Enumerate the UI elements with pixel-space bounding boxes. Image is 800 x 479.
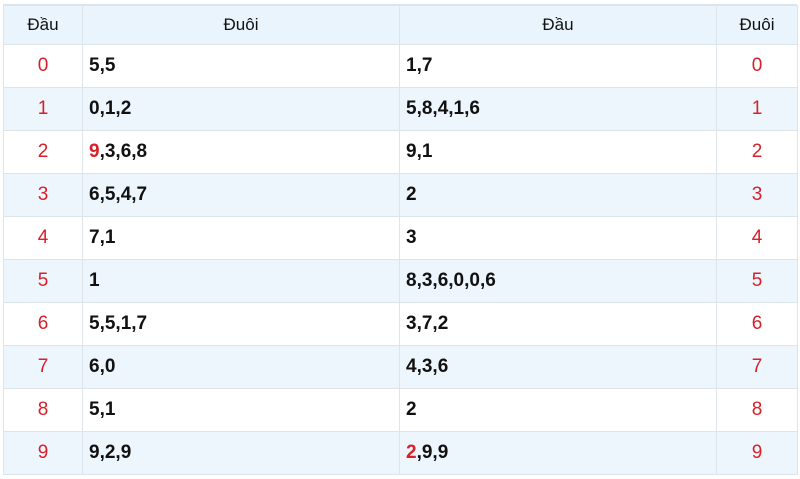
dau-values: 2 <box>399 388 717 432</box>
table-row: 2 9,3,6,8 9,1 2 <box>3 130 798 174</box>
head-digit: 0 <box>3 44 83 88</box>
duoi-values: 5,5,1,7 <box>82 302 400 346</box>
digit-list: 3 <box>406 227 417 248</box>
digit-list: 2 <box>406 184 417 205</box>
head-digit: 1 <box>3 87 83 131</box>
header-duoi-right: Đuôi <box>716 5 798 45</box>
loto-table-container: Đầu Đuôi Đầu Đuôi 0 5,5 1,7 0 1 0,1,2 5,8,4,1,… <box>3 4 798 475</box>
duoi-values: 9,2,9 <box>82 431 400 475</box>
digit-list: 4,3,6 <box>406 356 449 377</box>
digit-list: 2 <box>406 399 417 420</box>
digit-list: 3,7,2 <box>406 313 449 334</box>
digit-list: 1,7 <box>406 55 433 76</box>
head-digit: 9 <box>3 431 83 475</box>
tail-digit: 3 <box>716 173 798 217</box>
dau-values: 4,3,6 <box>399 345 717 389</box>
digit-list: 1 <box>89 270 100 291</box>
head-digit: 5 <box>3 259 83 303</box>
highlighted-digit: 9 <box>89 141 100 162</box>
dau-values: 1,7 <box>399 44 717 88</box>
dau-values: 3,7,2 <box>399 302 717 346</box>
digit-list: 5,8,4,1,6 <box>406 98 480 119</box>
digit-list: 7,1 <box>89 227 116 248</box>
head-digit: 2 <box>3 130 83 174</box>
tail-digit: 7 <box>716 345 798 389</box>
digit-list: 6,5,4,7 <box>89 184 148 205</box>
digit-list: 5,5,1,7 <box>89 313 148 334</box>
loto-head-tail-table: Đầu Đuôi Đầu Đuôi 0 5,5 1,7 0 1 0,1,2 5,8,4,1,… <box>3 5 798 475</box>
tail-digit: 9 <box>716 431 798 475</box>
tail-digit: 8 <box>716 388 798 432</box>
duoi-values: 7,1 <box>82 216 400 260</box>
table-row: 5 1 8,3,6,0,0,6 5 <box>3 259 798 303</box>
table-row: 7 6,0 4,3,6 7 <box>3 345 798 389</box>
tail-digit: 4 <box>716 216 798 260</box>
tail-digit: 1 <box>716 87 798 131</box>
dau-values: 3 <box>399 216 717 260</box>
digit-list: ,3,6,8 <box>99 141 148 162</box>
dau-values: 5,8,4,1,6 <box>399 87 717 131</box>
digit-list: 6,0 <box>89 356 116 377</box>
digit-list: 9,1 <box>406 141 433 162</box>
table-row: 6 5,5,1,7 3,7,2 6 <box>3 302 798 346</box>
table-row: 1 0,1,2 5,8,4,1,6 1 <box>3 87 798 131</box>
duoi-values: 5,1 <box>82 388 400 432</box>
digit-list: ,9,9 <box>416 442 449 463</box>
digit-list: 0,1,2 <box>89 98 132 119</box>
digit-list: 8,3,6,0,0,6 <box>406 270 496 291</box>
table-row: 8 5,1 2 8 <box>3 388 798 432</box>
dau-values: 9,1 <box>399 130 717 174</box>
duoi-values: 9,3,6,8 <box>82 130 400 174</box>
dau-values: 2,9,9 <box>399 431 717 475</box>
duoi-values: 6,0 <box>82 345 400 389</box>
table-row: 9 9,2,9 2,9,9 9 <box>3 431 798 475</box>
digit-list: 5,1 <box>89 399 116 420</box>
table-row: 0 5,5 1,7 0 <box>3 44 798 88</box>
head-digit: 3 <box>3 173 83 217</box>
tail-digit: 6 <box>716 302 798 346</box>
duoi-values: 0,1,2 <box>82 87 400 131</box>
head-digit: 8 <box>3 388 83 432</box>
duoi-values: 5,5 <box>82 44 400 88</box>
header-duoi-left: Đuôi <box>82 5 400 45</box>
table-row: 3 6,5,4,7 2 3 <box>3 173 798 217</box>
header-dau-left: Đầu <box>3 5 83 45</box>
head-digit: 4 <box>3 216 83 260</box>
dau-values: 8,3,6,0,0,6 <box>399 259 717 303</box>
dau-values: 2 <box>399 173 717 217</box>
duoi-values: 6,5,4,7 <box>82 173 400 217</box>
tail-digit: 5 <box>716 259 798 303</box>
digit-list: 9,2,9 <box>89 442 132 463</box>
head-digit: 7 <box>3 345 83 389</box>
head-digit: 6 <box>3 302 83 346</box>
header-dau-right: Đầu <box>399 5 717 45</box>
tail-digit: 2 <box>716 130 798 174</box>
header-row: Đầu Đuôi Đầu Đuôi <box>3 5 798 45</box>
table-row: 4 7,1 3 4 <box>3 216 798 260</box>
duoi-values: 1 <box>82 259 400 303</box>
digit-list: 5,5 <box>89 55 116 76</box>
tail-digit: 0 <box>716 44 798 88</box>
highlighted-digit: 2 <box>406 442 417 463</box>
